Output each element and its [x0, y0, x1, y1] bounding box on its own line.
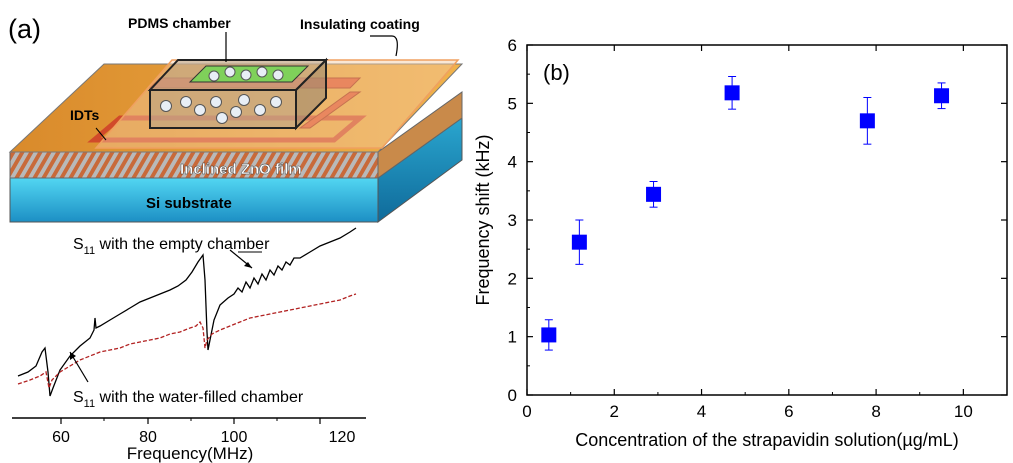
x-axis-label: Concentration of the strapavidin solutio… [575, 430, 959, 450]
label-zno-film: Inclined ZnO film [180, 161, 302, 178]
y-tick-label: 6 [508, 36, 517, 55]
panel-b-tag: (b) [543, 60, 570, 85]
panel-a-x-tick: 100 [221, 429, 248, 446]
idt-electrode-1 [87, 115, 367, 143]
data-point [934, 88, 950, 104]
s11-spectra: S11 with the empty chamber S11 with the … [17, 227, 357, 410]
x-tick-label: 10 [954, 402, 973, 421]
y-axis: 0 1 2 3 4 5 6 [508, 36, 1007, 405]
y-tick-label: 1 [508, 328, 517, 347]
label-idts: IDTs [70, 107, 100, 123]
panel-b: (b) 0 1 2 3 4 5 6 0 2 4 6 8 10 Frequency shift (kHz… [473, 36, 1008, 450]
y-tick-label: 5 [508, 94, 517, 113]
device-illustration: PDMS chamber Insulating coating IDTs Inc… [8, 15, 464, 223]
panel-a-tag: (a) [8, 14, 41, 44]
s11-water-curve [17, 293, 357, 391]
panel-a-x-tick: 80 [139, 429, 157, 446]
x-tick-label: 0 [522, 402, 531, 421]
panel-a-x-axis: 60 80 100 120 Frequency(MHz) [12, 417, 366, 463]
x-axis: 0 2 4 6 8 10 [522, 45, 973, 421]
leader-coating [370, 35, 398, 57]
panel-a-x-label: Frequency(MHz) [127, 444, 254, 463]
y-tick-label: 0 [508, 386, 517, 405]
label-s11-empty: S11 with the empty chamber [73, 236, 270, 257]
data-series [541, 76, 950, 351]
label-insulating-coating: Insulating coating [300, 16, 420, 32]
panel-a: (a) [8, 14, 464, 463]
label-pdms-chamber: PDMS chamber [128, 15, 231, 31]
zno-film-side [377, 91, 463, 179]
x-tick-label: 8 [871, 402, 880, 421]
y-tick-label: 3 [508, 211, 517, 230]
chamber-side [295, 57, 327, 131]
panel-a-x-tick: 60 [52, 429, 70, 446]
s11-empty-curve [17, 227, 357, 397]
data-point [541, 327, 557, 343]
data-point [646, 186, 662, 202]
x-tick-label: 6 [784, 402, 793, 421]
data-point [859, 113, 875, 129]
data-point [724, 85, 740, 101]
leader-idts [95, 127, 107, 141]
label-si-substrate: Si substrate [146, 195, 232, 212]
y-tick-label: 4 [508, 153, 517, 172]
particles [160, 66, 284, 124]
x-tick-label: 2 [610, 402, 619, 421]
y-tick-label: 2 [508, 269, 517, 288]
label-s11-water: S11 with the water-filled chamber [73, 389, 304, 410]
arrow-empty-head [244, 262, 252, 268]
y-axis-label: Frequency shift (kHz) [473, 134, 493, 305]
data-point [571, 234, 587, 250]
x-tick-label: 4 [697, 402, 706, 421]
arrow-water-head [70, 352, 76, 360]
panel-a-x-tick: 120 [329, 429, 356, 446]
idt-electrode-3 [298, 91, 362, 129]
